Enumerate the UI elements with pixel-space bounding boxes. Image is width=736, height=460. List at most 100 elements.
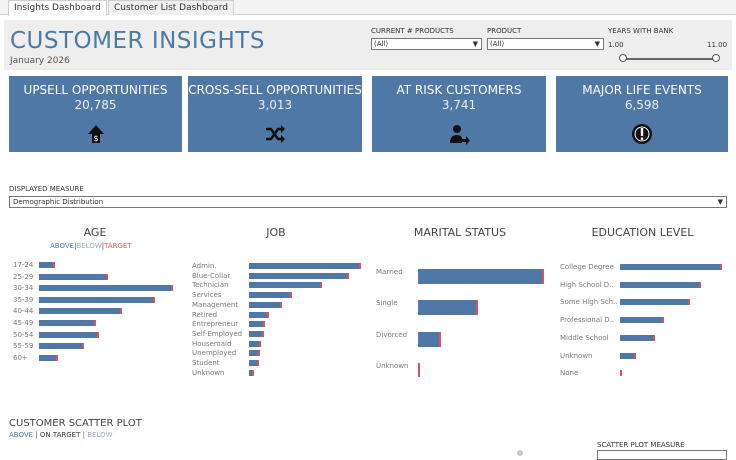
bar-label: Housemaid [192,339,232,348]
kpi-value: 20,785 [74,98,117,112]
years-slider-min-handle[interactable] [619,54,627,62]
age-legend: ABOVE|BELOW|TARGET [50,242,132,250]
bar-label: High School D.. [560,280,614,289]
displayed-measure-select[interactable]: Demographic Distribution ▼ [9,196,727,208]
bar[interactable] [620,334,655,341]
bar-label: Some High Sch.. [560,298,618,307]
bar[interactable] [620,352,636,359]
bar[interactable] [418,331,441,347]
legend-separator: | [74,242,77,250]
legend-target: TARGET [104,242,132,250]
bar[interactable] [39,285,174,292]
displayed-measure-value: Demographic Distribution [13,198,104,206]
bar[interactable] [249,350,260,357]
bar-label: Unknown [376,361,409,370]
bar-label: Student [192,359,220,367]
bar-label: Retired [192,310,218,319]
years-slider-track[interactable] [624,58,716,60]
bar[interactable] [39,354,58,361]
bar-label: 35-39 [13,295,34,304]
product-filter-label: PRODUCT [487,27,522,35]
bar-label: 30-34 [13,284,34,293]
bar-label: Middle School [560,333,609,342]
kpi-title: UPSELL OPPORTUNITIES [23,83,168,97]
kpi-cross-sell-card[interactable]: CROSS-SELL OPPORTUNITIES 3,013 [188,76,362,152]
products-filter-select[interactable]: (All) ▼ [371,38,482,50]
bar[interactable] [249,360,259,366]
bar[interactable] [39,308,123,315]
bar[interactable] [249,272,349,279]
scatter-legend-above: ABOVE [9,431,34,439]
bar-label: Entrepreneur [192,320,239,329]
bar[interactable] [39,343,84,350]
tab-insights-dashboard[interactable]: Insights Dashboard [8,0,107,16]
product-filter-value: (All) [490,40,505,48]
scatter-legend-separator: | [35,431,38,439]
bar[interactable] [249,330,264,337]
education-chart-title: EDUCATION LEVEL [591,226,694,239]
bar[interactable] [249,301,282,308]
bar[interactable] [620,299,690,306]
bar[interactable] [249,321,265,328]
bar-label: Single [376,299,398,308]
tab-bar: Insights Dashboard Customer List Dashboa… [0,0,736,16]
page-title: CUSTOMER INSIGHTS [10,28,265,54]
scatter-legend-separator: | [82,431,85,439]
bar-label: 60+ [13,353,28,362]
bar[interactable] [620,370,622,377]
bar[interactable] [39,320,96,326]
scatter-legend-below: BELOW [87,431,113,439]
bar[interactable] [39,262,55,268]
products-filter-value: (All) [374,40,389,48]
bar[interactable] [418,300,478,316]
legend-above: ABOVE [50,242,75,250]
kpi-life-events-card[interactable]: MAJOR LIFE EVENTS 6,598 [556,76,728,152]
chevron-down-icon: ▼ [594,40,600,48]
bar-label: Married [376,268,403,276]
bar[interactable] [620,264,722,270]
shuffle-icon [266,125,285,143]
kpi-upsell-card[interactable]: UPSELL OPPORTUNITIES 20,785 $ [9,76,182,152]
tab-customer-list-dashboard[interactable]: Customer List Dashboard [108,0,234,15]
bar[interactable] [620,281,701,288]
scatter-legend: ABOVE | ON TARGET | BELOW [9,431,113,439]
bar[interactable] [249,340,261,347]
scatter-legend-on-target: ON TARGET [39,431,81,439]
years-filter-label: YEARS WITH BANK [608,27,674,35]
bar-label: Services [192,291,222,300]
bar-label: 45-49 [13,319,34,327]
bar-label: 50-54 [13,330,34,339]
legend-separator: | [101,242,105,250]
product-filter-select[interactable]: (All) ▼ [487,38,604,50]
displayed-measure-label: DISPLAYED MEASURE [9,185,84,193]
bar[interactable] [39,331,99,338]
page-subtitle: January 2026 [10,56,70,66]
years-slider-max-handle[interactable] [712,54,720,62]
bar-label: Unknown [192,368,225,377]
age-chart-title: AGE [83,226,107,239]
bar-label: Management [192,300,239,309]
bar[interactable] [249,292,292,299]
bar[interactable] [249,263,361,269]
products-filter-label: CURRENT # PRODUCTS [371,27,454,35]
bar[interactable] [620,317,664,324]
bar[interactable] [249,282,322,289]
bar[interactable] [39,273,108,280]
svg-text:$: $ [93,134,98,143]
kpi-value: 3,741 [441,98,477,112]
person-arrow-icon [450,125,470,145]
kpi-title: MAJOR LIFE EVENTS [582,83,702,97]
scatter-measure-select[interactable] [597,450,727,460]
bar[interactable] [39,296,156,303]
bar-label: Admin. [192,262,217,270]
chevron-down-icon: ▼ [472,40,478,48]
bar[interactable] [418,362,420,377]
bar[interactable] [249,311,269,318]
dollar-arrow-up-icon: $ [87,125,104,143]
bar-label: Professional D.. [560,316,615,325]
years-min-value: 1.00 [608,41,624,49]
kpi-value: 6,598 [624,98,660,112]
bar[interactable] [418,269,544,284]
bar[interactable] [249,369,254,376]
kpi-at-risk-card[interactable]: AT RISK CUSTOMERS 3,741 [372,76,546,152]
